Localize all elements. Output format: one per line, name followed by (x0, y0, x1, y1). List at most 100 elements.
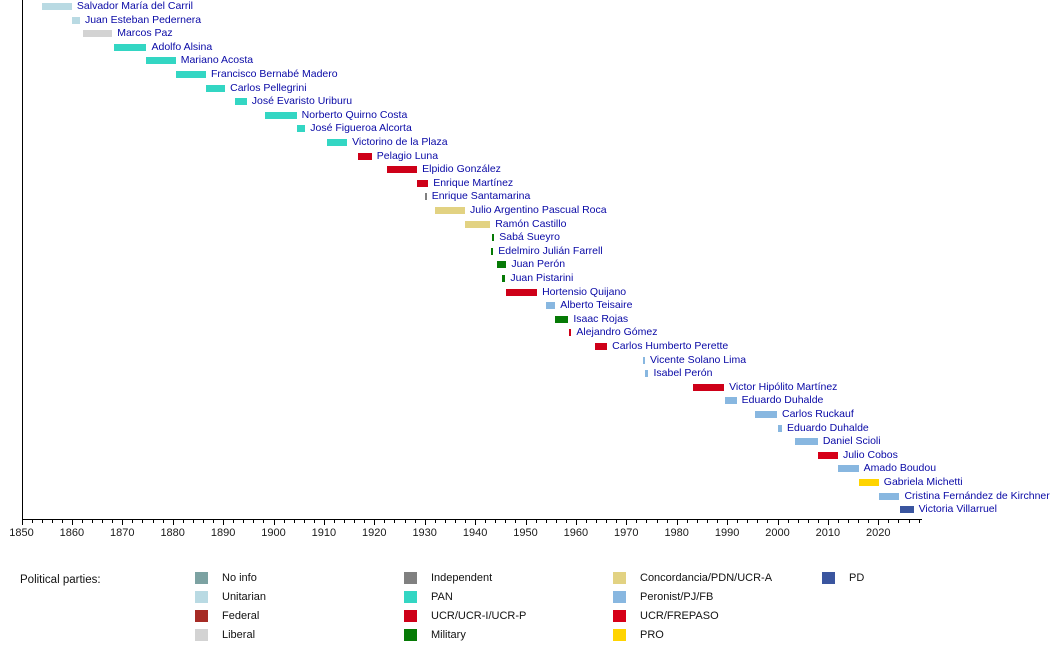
person-name[interactable]: Isaac Rojas (573, 312, 629, 325)
timeline-bar (724, 397, 737, 405)
person-name[interactable]: Eduardo Duhalde (787, 421, 869, 434)
x-axis-major-tick (575, 520, 577, 525)
person-name[interactable]: Gabriela Michetti (883, 476, 963, 488)
legend-swatch-liberal (195, 629, 208, 641)
legend-swatch-frepaso (613, 610, 626, 622)
x-axis-minor-tick (333, 520, 335, 523)
x-axis-minor-tick (646, 520, 648, 523)
legend-label-ucr: UCR/UCR-I/UCR-P (431, 610, 527, 622)
person-name[interactable]: Enrique Santamarina (431, 190, 531, 203)
person-name[interactable]: Cristina Fernández de Kirchner (904, 489, 1050, 502)
x-axis-minor-tick (908, 520, 910, 523)
x-axis-minor-tick (444, 520, 446, 523)
x-axis-minor-tick (394, 520, 396, 523)
person-name[interactable]: Carlos Pellegrini (230, 81, 307, 94)
legend-swatch-peronist (613, 591, 626, 603)
timeline-bar (501, 275, 506, 282)
legend-swatch-federal (195, 610, 208, 622)
timeline-bar (83, 30, 113, 38)
person-name[interactable]: Sabá Sueyro (499, 231, 560, 244)
x-axis-major-tick (727, 520, 729, 525)
person-name[interactable]: Norberto Quirno Costa (301, 108, 408, 121)
x-axis-minor-tick (616, 520, 618, 523)
legend-swatch-pro (613, 629, 626, 641)
timeline-bar (838, 465, 859, 473)
person-name[interactable]: Pelagio Luna (376, 149, 439, 162)
timeline-bar (358, 152, 372, 160)
x-axis-tick-label: 1980 (664, 527, 689, 539)
person-name[interactable]: Enrique Martínez (433, 176, 514, 189)
x-axis-tick-label: 1950 (513, 527, 538, 539)
x-axis-minor-tick (202, 520, 204, 523)
x-axis-minor-tick (112, 520, 114, 523)
x-axis-minor-tick (384, 520, 386, 523)
x-axis-tick-label: 1920 (362, 527, 387, 539)
x-axis-minor-tick (837, 520, 839, 523)
legend-swatch-ucr (404, 610, 417, 622)
person-name[interactable]: José Figueroa Alcorta (310, 122, 412, 135)
person-name[interactable]: Victorino de la Plaza (352, 136, 448, 148)
x-axis-minor-tick (344, 520, 346, 523)
x-axis-tick-label: 1900 (261, 527, 286, 539)
x-axis-tick-label: 1850 (9, 527, 34, 539)
person-name[interactable]: Juan Pistarini (510, 272, 574, 284)
person-name[interactable]: Vicente Solano Lima (649, 353, 747, 366)
x-axis-minor-tick (535, 520, 537, 523)
x-axis-minor-tick (747, 520, 749, 523)
person-name[interactable]: Julio Argentino Pascual Roca (470, 204, 607, 216)
timeline-bar (235, 98, 247, 106)
person-name[interactable]: Francisco Bernabé Madero (210, 68, 338, 80)
person-name[interactable]: Marcos Paz (117, 27, 173, 40)
timeline-bar (205, 84, 226, 92)
legend-label-liberal: Liberal (222, 629, 256, 641)
timeline-bar (817, 451, 838, 459)
x-axis-minor-tick (888, 520, 890, 523)
x-axis-minor-tick (666, 520, 668, 523)
person-name[interactable]: Juan Esteban Pedernera (84, 13, 202, 26)
x-axis-minor-tick (192, 520, 194, 523)
timeline-bar (795, 438, 818, 446)
person-name[interactable]: Daniel Scioli (822, 435, 881, 448)
timeline-bar (505, 288, 538, 296)
timeline-bar (879, 492, 900, 500)
person-name[interactable]: Adolfo Alsina (151, 40, 213, 53)
person-name[interactable]: Hortensio Quijano (542, 285, 627, 298)
x-axis-minor-tick (213, 520, 215, 523)
timeline-bar (492, 234, 495, 242)
x-axis-tick-label: 1860 (59, 527, 85, 539)
timeline-bar (755, 411, 777, 418)
x-axis-major-tick (122, 520, 124, 525)
person-name[interactable]: Alberto Teisaire (560, 299, 633, 312)
person-name[interactable]: Julio Cobos (842, 448, 898, 461)
person-name[interactable]: Alejandro Gómez (576, 326, 658, 339)
x-axis-tick-label: 2010 (815, 527, 841, 539)
x-axis-minor-tick (253, 520, 255, 523)
x-axis-minor-tick (737, 520, 739, 523)
person-name[interactable]: Amado Boudou (863, 462, 937, 475)
person-name[interactable]: Ramón Castillo (495, 217, 567, 230)
person-name[interactable]: Salvador María del Carril (76, 0, 194, 12)
x-axis-minor-tick (303, 520, 305, 523)
x-axis-minor-tick (364, 520, 366, 523)
person-name[interactable]: Edelmiro Julián Farrell (498, 244, 603, 257)
person-name[interactable]: Elpidio González (422, 163, 501, 176)
x-axis-major-tick (71, 520, 73, 525)
x-axis-minor-tick (545, 520, 547, 523)
timeline-bar (71, 16, 80, 24)
legend-label-federal: Federal (222, 610, 260, 622)
person-name[interactable]: Carlos Ruckauf (781, 408, 854, 420)
x-axis-minor-tick (102, 520, 104, 523)
person-name[interactable]: Eduardo Duhalde (741, 394, 824, 407)
x-axis-minor-tick (817, 520, 819, 523)
person-name[interactable]: Isabel Perón (653, 367, 713, 380)
legend-label-pan: PAN (431, 591, 453, 603)
x-axis-tick-label: 1990 (714, 527, 740, 539)
person-name[interactable]: Carlos Humberto Perette (612, 340, 729, 352)
x-axis-minor-tick (162, 520, 164, 523)
person-name[interactable]: Victoria Villarruel (918, 503, 997, 516)
person-name[interactable]: José Evaristo Uriburu (251, 95, 353, 108)
person-name[interactable]: Juan Perón (511, 258, 566, 271)
person-name[interactable]: Mariano Acosta (180, 54, 254, 67)
person-name[interactable]: Victor Hipólito Martínez (729, 380, 838, 393)
